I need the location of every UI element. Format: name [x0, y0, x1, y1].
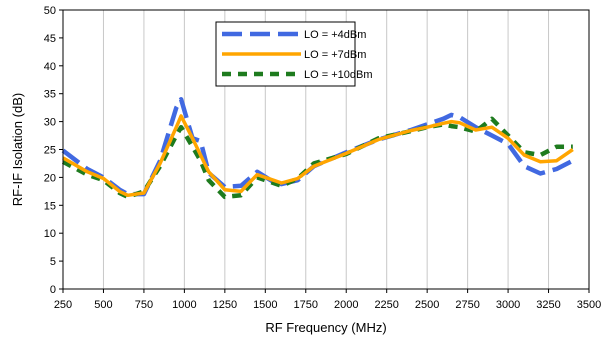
- legend-entry-lo-10: LO = +10dBm: [222, 69, 373, 81]
- y-tick-label: 40: [44, 61, 56, 73]
- legend: LO = +4dBm LO = +7dBm LO = +10dBm: [215, 21, 373, 87]
- x-tick-label: 2500: [415, 299, 439, 311]
- x-tick-label: 250: [54, 299, 72, 311]
- x-tick-label: 3500: [577, 299, 601, 311]
- x-tick-label: 1500: [253, 299, 277, 311]
- y-tick-label: 10: [44, 228, 56, 240]
- y-tick-label: 20: [44, 172, 56, 184]
- x-axis-title: RF Frequency (MHz): [265, 320, 386, 335]
- y-tick-label: 45: [44, 33, 56, 45]
- legend-entry-lo-4: LO = +4dBm: [222, 29, 366, 41]
- x-tick-label: 2000: [334, 299, 358, 311]
- x-tick-label: 1000: [172, 299, 196, 311]
- legend-label-lo-7: LO = +7dBm: [304, 49, 366, 61]
- x-tick-label: 2750: [455, 299, 479, 311]
- y-tick-label: 30: [44, 117, 56, 129]
- x-tick-label: 1750: [294, 299, 318, 311]
- y-tick-label: 5: [50, 256, 56, 268]
- legend-label-lo-4: LO = +4dBm: [304, 29, 366, 41]
- series-layer: [61, 97, 574, 200]
- y-tick-label: 50: [44, 5, 56, 17]
- x-tick-label: 3000: [496, 299, 520, 311]
- y-tick-label: 35: [44, 89, 56, 101]
- legend-entry-lo-7: LO = +7dBm: [222, 49, 366, 61]
- grid: [102, 10, 550, 289]
- series-line-1: [62, 114, 574, 198]
- legend-label-lo-10: LO = +10dBm: [304, 69, 373, 81]
- y-tick-label: 15: [44, 200, 56, 212]
- y-tick-label: 25: [44, 145, 56, 157]
- x-tick-label: 2250: [374, 299, 398, 311]
- x-tick-label: 3250: [536, 299, 560, 311]
- y-tick-label: 0: [50, 284, 56, 296]
- y-axis-title: RF-IF Isolation (dB): [10, 93, 25, 206]
- x-tick-label: 500: [94, 299, 112, 311]
- x-tick-label: 750: [135, 299, 153, 311]
- x-tick-label: 1250: [213, 299, 237, 311]
- tick-labels: 250 500 750 1000 1250 1500 1750 2000 2250 2500 275…: [44, 5, 601, 311]
